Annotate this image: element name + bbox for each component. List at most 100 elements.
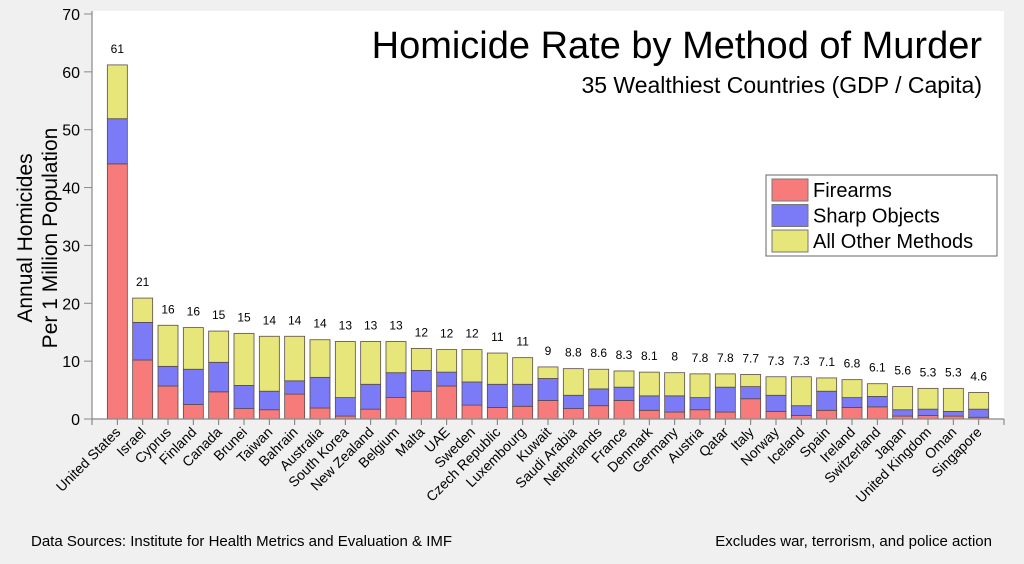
bar-segment-all-other-methods — [309, 339, 331, 378]
bar-segment-firearms — [740, 398, 762, 420]
bar-segment-all-other-methods — [765, 376, 787, 396]
y-tick-label: 50 — [62, 123, 80, 140]
bar-segment-firearms — [537, 400, 559, 420]
y-tick-label: 60 — [62, 65, 80, 82]
total-label: 8.8 — [565, 346, 582, 360]
bar-segment-sharp-objects — [790, 405, 812, 416]
bar-segment-all-other-methods — [689, 373, 711, 398]
bar-segment-firearms — [436, 385, 458, 420]
bar-segment-firearms — [765, 411, 787, 420]
x-tick-label: Malta — [392, 424, 428, 460]
bar-segment-all-other-methods — [461, 349, 483, 383]
bar-segment-firearms — [106, 163, 128, 420]
total-label: 13 — [364, 318, 378, 332]
y-tick-label: 0 — [71, 412, 80, 429]
total-label: 7.3 — [793, 354, 810, 368]
bar-segment-all-other-methods — [360, 341, 382, 385]
bar-segment-sharp-objects — [765, 394, 787, 412]
legend-label-sharp-objects: Sharp Objects — [813, 206, 940, 228]
bar-segment-all-other-methods — [486, 352, 508, 385]
total-label: 12 — [465, 327, 479, 341]
y-tick-label: 40 — [62, 181, 80, 198]
bar-segment-all-other-methods — [410, 348, 432, 371]
total-label: 6.8 — [844, 357, 861, 371]
bar-segment-all-other-methods — [638, 371, 660, 397]
total-label: 13 — [389, 318, 403, 332]
bar-segment-sharp-objects — [436, 371, 458, 387]
total-label: 21 — [136, 275, 150, 289]
bar-segment-sharp-objects — [360, 383, 382, 410]
bar-segment-all-other-methods — [613, 370, 635, 388]
bar-segment-all-other-methods — [816, 377, 838, 392]
total-label: 7.1 — [818, 355, 835, 369]
bar-segment-sharp-objects — [410, 369, 432, 392]
total-label: 7.8 — [692, 351, 709, 365]
bar-segment-sharp-objects — [892, 409, 914, 417]
bar-segment-firearms — [512, 405, 534, 420]
bar-segment-sharp-objects — [562, 394, 584, 409]
bar-segment-sharp-objects — [942, 411, 964, 417]
bar-segment-firearms — [132, 359, 154, 420]
bar-segment-all-other-methods — [208, 330, 230, 363]
bar-segment-sharp-objects — [106, 118, 128, 165]
bar-segment-sharp-objects — [537, 378, 559, 401]
total-label: 61 — [111, 42, 125, 56]
bar-segment-sharp-objects — [588, 388, 610, 407]
bar-segment-sharp-objects — [714, 386, 736, 413]
bar-segment-firearms — [562, 408, 584, 420]
bar-segment-all-other-methods — [562, 368, 584, 396]
bar-segment-firearms — [588, 405, 610, 420]
bar-segment-all-other-methods — [892, 386, 914, 411]
total-label: 8.6 — [590, 346, 607, 360]
bar-segment-firearms — [410, 390, 432, 420]
bar-segment-all-other-methods — [182, 327, 204, 370]
legend-label-all-other-methods: All Other Methods — [813, 231, 973, 253]
bar-segment-firearms — [841, 407, 863, 420]
total-labels-group: 61 21 16 16 15 15 14 14 14 13 13 13 12 12 12 11 11 9 8.8 8.… — [111, 42, 988, 383]
total-label: 16 — [187, 305, 201, 319]
bar-segment-sharp-objects — [233, 385, 255, 409]
chart-title: Homicide Rate by Method of Murder — [372, 25, 983, 67]
total-label: 4.6 — [970, 369, 987, 383]
bar-segment-sharp-objects — [689, 397, 711, 411]
bar-segment-firearms — [258, 409, 280, 420]
total-label: 14 — [288, 313, 302, 327]
bar-segment-sharp-objects — [182, 368, 204, 405]
x-tick-label: United States — [53, 424, 124, 495]
bar-segment-firearms — [360, 408, 382, 420]
y-tick-label: 20 — [62, 296, 80, 313]
bar-segment-firearms — [208, 391, 230, 420]
legend-swatch-firearms — [771, 178, 809, 202]
bar-segment-all-other-methods — [917, 387, 939, 410]
bar-segment-all-other-methods — [258, 335, 280, 392]
bar-segment-all-other-methods — [968, 391, 990, 410]
bar-segment-sharp-objects — [284, 380, 306, 395]
total-label: 14 — [263, 313, 277, 327]
bar-segment-firearms — [182, 404, 204, 420]
bar-segment-all-other-methods — [284, 335, 306, 382]
y-axis-label-line-2: Per 1 Million Population — [39, 128, 62, 349]
total-label: 14 — [313, 317, 327, 331]
total-label: 16 — [161, 302, 175, 316]
bar-segment-all-other-methods — [233, 332, 255, 386]
y-axis-label-line-1: Annual Homicides — [14, 153, 37, 322]
excludes-note: Excludes war, terrorism, and police acti… — [715, 533, 992, 550]
total-label: 8.1 — [641, 349, 658, 363]
legend-swatch-all-other-methods — [771, 229, 809, 253]
total-label: 7.3 — [768, 354, 785, 368]
bar-segment-all-other-methods — [334, 341, 356, 398]
total-label: 12 — [440, 327, 454, 341]
bar-segment-sharp-objects — [208, 361, 230, 393]
bar-segment-sharp-objects — [258, 390, 280, 411]
total-label: 8.3 — [616, 348, 633, 362]
bar-segment-sharp-objects — [664, 395, 686, 413]
y-tick-label: 70 — [62, 7, 80, 24]
bar-segment-firearms — [233, 408, 255, 420]
total-label: 5.3 — [945, 365, 962, 379]
bar-segment-all-other-methods — [790, 376, 812, 407]
bar-segment-sharp-objects — [157, 365, 179, 387]
bar-segment-sharp-objects — [816, 390, 838, 411]
bars-group — [106, 64, 990, 420]
bar-segment-firearms — [816, 409, 838, 420]
